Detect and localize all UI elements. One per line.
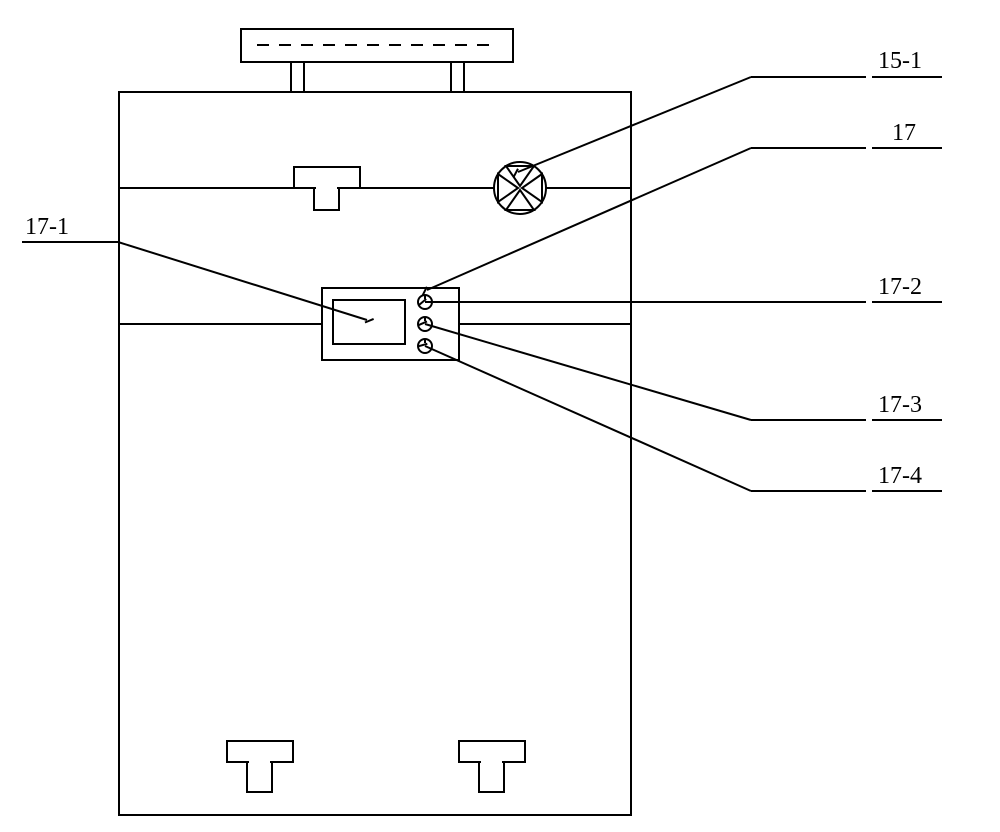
top-post-right xyxy=(451,62,464,92)
leader-17-label: 17 xyxy=(892,120,916,146)
foot-right-stem xyxy=(479,762,504,792)
foot-right-hat xyxy=(459,741,525,762)
leader-17-3-diag xyxy=(425,324,751,420)
main-body xyxy=(119,92,631,815)
leader-17-4-diag xyxy=(425,346,751,491)
foot-left-hat xyxy=(227,741,293,762)
leader-17-1-diag xyxy=(118,242,367,320)
leader-17-4-label: 17-4 xyxy=(878,463,922,489)
leader-17-1-label: 17-1 xyxy=(25,214,69,240)
foot-left-stem xyxy=(247,762,272,792)
latch-top-stem xyxy=(314,188,339,210)
diagram-canvas: 15-1 17 17-2 17-3 17-4 17-1 xyxy=(0,0,1000,832)
mask xyxy=(481,760,502,764)
leader-15-1-label: 15-1 xyxy=(878,48,922,74)
mask xyxy=(316,186,337,190)
leader-17-diag xyxy=(427,148,751,290)
top-post-left xyxy=(291,62,304,92)
leader-17-2-label: 17-2 xyxy=(878,274,922,300)
leader-17-3-label: 17-3 xyxy=(878,392,922,418)
latch-top-hat xyxy=(294,167,360,188)
mask xyxy=(249,760,270,764)
control-panel xyxy=(322,288,459,360)
